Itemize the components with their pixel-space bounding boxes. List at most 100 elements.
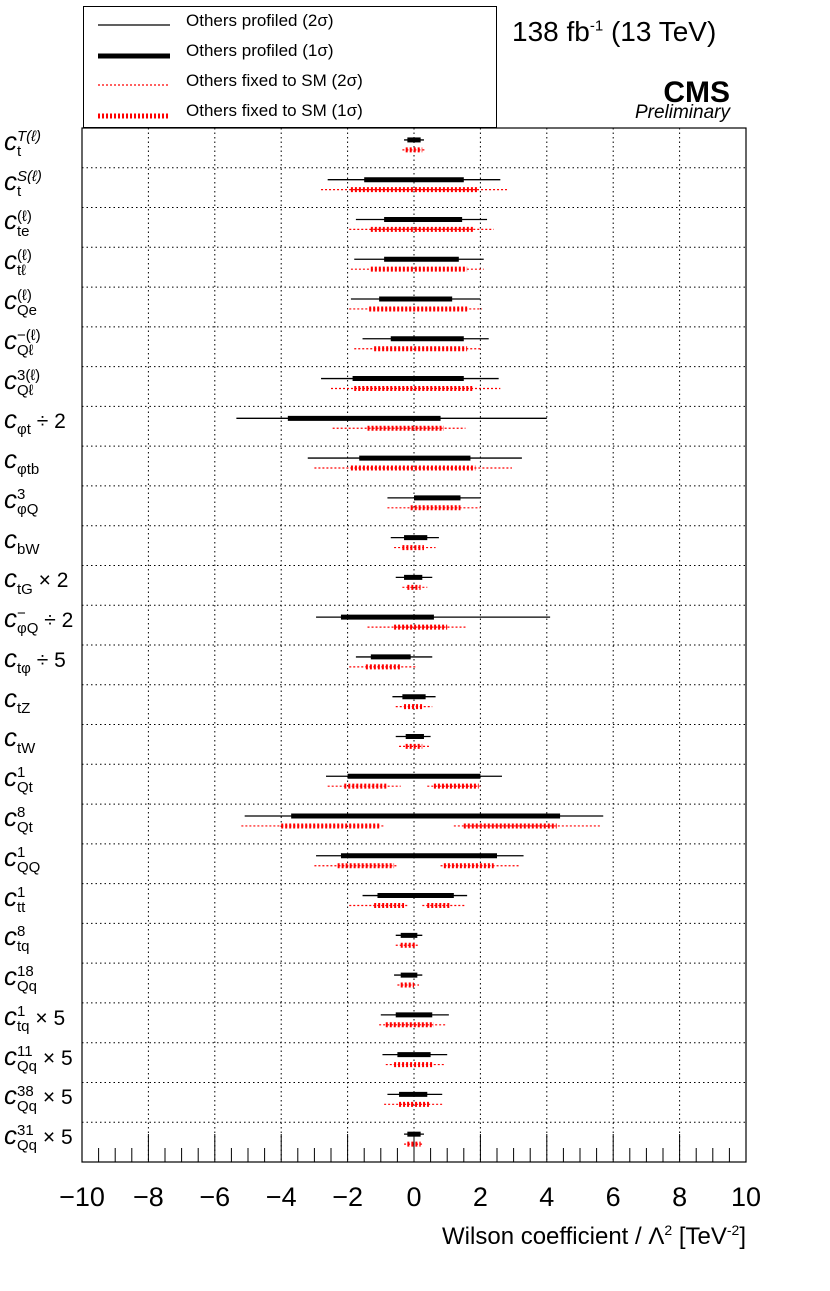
interval-row <box>395 932 423 948</box>
row-label-scripts: 11 Qq <box>17 1044 37 1074</box>
row-label-superscript <box>17 646 31 661</box>
row-label: c 3(ℓ) Qℓ <box>4 365 40 398</box>
row-label-base: c <box>4 881 17 912</box>
row-label: c −(ℓ) Qℓ <box>4 325 41 358</box>
row-label-scripts: tW <box>17 726 35 756</box>
interval-row <box>354 336 489 352</box>
luminosity-label: 138 fb-1 (13 TeV) <box>512 16 716 48</box>
plot-frame <box>81 127 747 1163</box>
row-label-subscript: Qℓ <box>17 381 34 399</box>
row-label-subscript: φQ <box>17 500 39 518</box>
row-label: c − φQ ÷ 2 <box>4 603 73 636</box>
interval-row <box>316 614 551 630</box>
row-label-subscript: φt <box>17 421 31 439</box>
row-label: c 8 tq <box>4 921 30 954</box>
row-label-scripts: (ℓ) tℓ <box>17 248 32 278</box>
row-label-scripts: 1 Qt <box>17 765 33 795</box>
row-label-scripts: 38 Qq <box>17 1084 37 1114</box>
row-label-superscript: 1 <box>17 883 26 901</box>
row-label-scripts: (ℓ) Qe <box>17 288 37 318</box>
row-label-superscript: 3 <box>17 485 26 503</box>
row-label-suffix: × 2 <box>32 569 69 593</box>
legend-swatch-profiled-2s <box>98 24 170 26</box>
row-label-base: c <box>4 165 17 196</box>
interval-row <box>384 1091 443 1107</box>
row-label-base: c <box>4 444 17 475</box>
row-label-base: c <box>4 523 17 554</box>
row-label: c tZ <box>4 683 30 716</box>
lumi-value: 138 fb <box>512 16 590 47</box>
interval-row <box>326 773 502 789</box>
row-label-suffix: × 5 <box>37 1046 73 1070</box>
interval-row <box>314 853 524 869</box>
row-label: c tφ ÷ 5 <box>4 643 66 676</box>
row-label-subscript: Qe <box>17 302 38 320</box>
row-label-superscript: 3(ℓ) <box>17 366 41 384</box>
row-label-subscript: bW <box>17 540 40 558</box>
x-axis-title-exponent: 2 <box>664 1222 673 1238</box>
row-label: c 18 Qq <box>4 961 37 994</box>
row-label-superscript <box>17 407 31 422</box>
row-label-superscript: −(ℓ) <box>17 326 41 344</box>
row-label: c T(ℓ) t <box>4 126 41 159</box>
legend-entry-fixed-2s: Others fixed to SM (2σ) <box>84 69 496 97</box>
row-label-superscript: T(ℓ) <box>17 128 42 146</box>
x-axis-title-text: Wilson coefficient / Λ <box>442 1223 665 1250</box>
row-label-base: c <box>4 364 17 395</box>
x-tick-label: 0 <box>406 1182 421 1212</box>
row-label-base: c <box>4 642 17 673</box>
legend-label: Others profiled (2σ) <box>186 11 334 30</box>
row-label-superscript: − <box>17 605 26 623</box>
row-label: c 1 Qt <box>4 762 33 795</box>
row-label-scripts: 8 tq <box>17 924 30 954</box>
row-label-base: c <box>4 245 17 276</box>
row-label: c 11 Qq × 5 <box>4 1041 73 1074</box>
legend: Others profiled (2σ) Others profiled (1σ… <box>83 6 497 128</box>
row-label: c tG × 2 <box>4 563 68 596</box>
row-label-scripts: tZ <box>17 686 30 716</box>
interval-row <box>394 972 423 988</box>
x-axis-title: Wilson coefficient / Λ2 [TeV-2] <box>442 1222 746 1251</box>
row-label-superscript: 1 <box>17 843 26 861</box>
row-label-superscript: 8 <box>17 804 26 822</box>
row-label-subscript: tℓ <box>17 262 27 280</box>
legend-label: Others profiled (1σ) <box>186 41 334 60</box>
row-label-base: c <box>4 682 17 713</box>
row-label-subscript: Qq <box>17 978 38 996</box>
row-label-base: c <box>4 1000 17 1031</box>
row-label-superscript: 31 <box>17 1122 34 1140</box>
row-label-superscript: 1 <box>17 1002 26 1020</box>
x-tick-label: 2 <box>473 1182 488 1212</box>
row-label: c 3 φQ <box>4 484 38 517</box>
interval-row <box>349 893 468 908</box>
row-label-subscript: Qt <box>17 779 33 797</box>
row-label-suffix: × 5 <box>37 1126 73 1150</box>
x-axis-unit-close: ] <box>739 1223 746 1250</box>
x-axis-unit-exponent: -2 <box>726 1222 740 1238</box>
row-label-scripts: 1 tq <box>17 1004 30 1034</box>
row-label-scripts: 1 tt <box>17 885 25 915</box>
interval-row <box>402 137 426 153</box>
row-label-subscript: Qq <box>17 1097 38 1115</box>
interval-row <box>236 415 547 431</box>
row-label-scripts: 31 Qq <box>17 1123 37 1153</box>
row-label-base: c <box>4 1040 17 1071</box>
legend-swatch-fixed-2s <box>98 84 170 86</box>
x-tick-label: −2 <box>332 1182 363 1212</box>
interval-row <box>379 1012 449 1028</box>
row-label-base: c <box>4 722 17 753</box>
row-label-subscript: Qℓ <box>17 341 34 359</box>
row-label: c tW <box>4 722 35 755</box>
x-tick-label: 10 <box>731 1182 761 1212</box>
row-label-base: c <box>4 205 17 236</box>
row-label-subscript: Qq <box>17 1057 38 1075</box>
row-label-scripts: T(ℓ) t <box>17 129 41 159</box>
interval-row <box>392 694 436 710</box>
row-label-superscript: 38 <box>17 1082 34 1100</box>
grid-lines <box>82 128 746 1162</box>
x-tick-label: −6 <box>199 1182 230 1212</box>
row-label: c 1 tt <box>4 882 25 915</box>
row-label-scripts: 3 φQ <box>17 487 38 517</box>
row-label-scripts: bW <box>17 527 40 557</box>
row-label-suffix: × 5 <box>37 1086 73 1110</box>
